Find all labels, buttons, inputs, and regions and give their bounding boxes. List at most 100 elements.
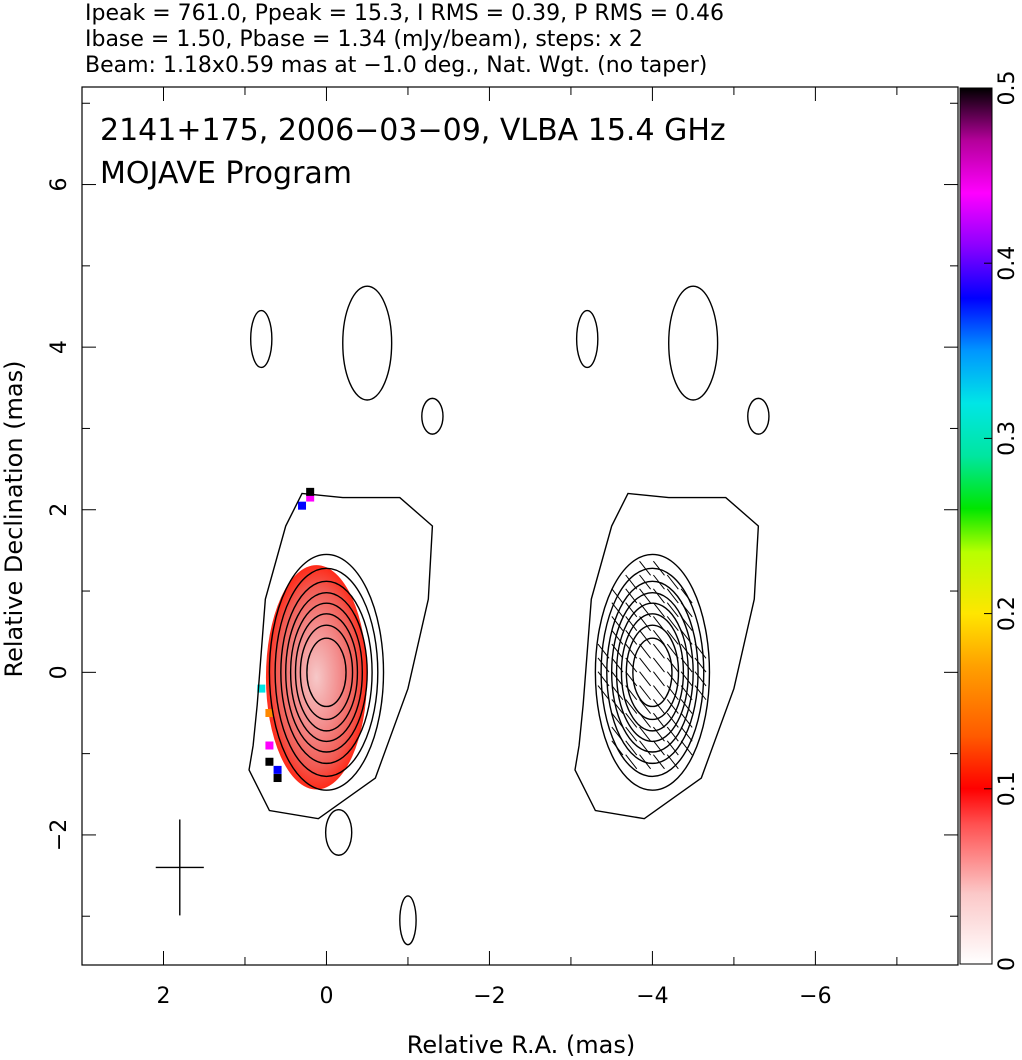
y-tick-label-2: 2	[47, 503, 72, 517]
evpa-tick-59	[653, 560, 665, 576]
evpa-tick-44	[639, 560, 652, 576]
evpa-tick-65	[666, 685, 679, 701]
contour-blob-p1-1	[747, 397, 770, 435]
evpa-tick-75	[680, 726, 693, 742]
evpa-tick-82	[680, 629, 693, 645]
evpa-tick-45	[653, 754, 665, 770]
colorbar-tick-label-5: 0.5	[995, 71, 1020, 106]
contour-p0-5	[280, 580, 373, 765]
evpa-tick-19	[625, 712, 638, 728]
colorbar-tick-label-1: 0.1	[995, 771, 1020, 806]
evpa-tick-16	[625, 754, 638, 770]
evpa-tick-12	[611, 629, 624, 645]
evpa-tick-79	[680, 671, 693, 687]
plot-area	[155, 285, 770, 946]
x-tick-label-4: −6	[799, 984, 831, 1009]
contour-p1-3	[615, 602, 689, 743]
frac-pol-pixel-0	[257, 684, 266, 693]
colorbar-gradient	[959, 87, 993, 965]
evpa-tick-29	[625, 574, 638, 590]
evpa-tick-66	[666, 671, 679, 687]
evpa-tick-9	[611, 671, 624, 687]
frac-pol-pixel-4	[273, 765, 282, 774]
colorbar-tick-label-3: 0.3	[995, 421, 1020, 456]
header-line-3: Beam: 1.18x0.59 mas at −1.0 deg., Nat. W…	[85, 53, 707, 78]
evpa-tick-83	[680, 616, 693, 631]
evpa-tick-41	[639, 602, 652, 618]
contour-p1-5	[606, 580, 699, 765]
evpa-tick-81	[680, 643, 693, 659]
evpa-tick-57	[653, 588, 665, 604]
evpa-tick-24	[625, 643, 638, 659]
evpa-tick-18	[625, 726, 638, 742]
x-tick-label-2: −2	[473, 984, 505, 1009]
evpa-tick-78	[680, 685, 693, 701]
evpa-tick-52	[653, 657, 665, 673]
x-axis-label: Relative R.A. (mas)	[407, 1031, 635, 1059]
contour-p1-2	[620, 613, 685, 732]
evpa-tick-2	[597, 657, 610, 673]
colorbar: 0 0.1 0.2 0.3 0.4 0.5	[959, 71, 1020, 971]
x-tick-label-3: −4	[636, 984, 668, 1009]
axis-tick-labels: 2 0 −2 −4 −6 −2 0 2 4 6	[47, 178, 832, 1009]
evpa-tick-62	[666, 726, 679, 742]
evpa-tick-34	[639, 699, 652, 714]
y-axis-label: Relative Declination (mas)	[0, 360, 28, 677]
evpa-tick-89	[694, 643, 707, 659]
x-tick-label-1: 0	[319, 984, 333, 1009]
evpa-tick-87	[694, 671, 707, 687]
evpa-tick-21	[625, 685, 638, 701]
evpa-tick-7	[611, 699, 624, 714]
frac-pol-pixel-5	[273, 774, 282, 783]
evpa-tick-71	[666, 602, 679, 618]
evpa-tick-27	[625, 602, 638, 618]
plot-frame	[81, 86, 959, 966]
evpa-tick-37	[639, 657, 652, 673]
contour-p1-7	[594, 553, 711, 791]
evpa-tick-26	[625, 616, 638, 631]
evpa-tick-86	[694, 685, 707, 701]
contour-blob-p1-2	[575, 309, 599, 369]
evpa-tick-3	[597, 643, 610, 659]
y-tick-label-0: −2	[47, 819, 72, 851]
evpa-tick-88	[694, 657, 707, 673]
evpa-tick-0	[597, 685, 610, 701]
evpa-tick-13	[611, 616, 624, 631]
frac-pol-pixel-6	[298, 501, 307, 510]
evpa-tick-50	[653, 685, 665, 701]
evpa-tick-84	[680, 602, 693, 618]
y-tick-label-1: 0	[47, 665, 72, 679]
evpa-tick-5	[611, 726, 624, 742]
source-annotation: 2141+175, 2006−03−09, VLBA 15.4 GHz	[100, 113, 726, 148]
evpa-tick-67	[666, 657, 679, 673]
evpa-tick-6	[611, 712, 624, 728]
contour-p1-0	[632, 637, 673, 708]
evpa-tick-72	[666, 588, 679, 604]
evpa-tick-8	[611, 685, 624, 701]
evpa-tick-85	[680, 588, 693, 604]
evpa-tick-56	[653, 602, 665, 618]
evpa-tick-39	[639, 629, 652, 645]
header-line-2: Ibase = 1.50, Pbase = 1.34 (mJy/beam), s…	[85, 27, 643, 52]
evpa-tick-54	[653, 629, 665, 645]
colorbar-tick-label-0: 0	[995, 957, 1020, 971]
y-tick-label-4: 6	[47, 178, 72, 192]
evpa-tick-15	[611, 588, 624, 604]
contour-p1-1	[625, 624, 680, 721]
frac-pol-pixel-3	[265, 757, 274, 766]
contour-p0-4	[285, 591, 368, 753]
evpa-tick-17	[625, 740, 638, 756]
evpa-tick-63	[666, 712, 679, 728]
evpa-tick-40	[639, 616, 652, 631]
evpa-tick-68	[666, 643, 679, 659]
evpa-tick-38	[639, 643, 652, 659]
contour-p0-2	[294, 613, 359, 732]
contour-p0-0	[306, 637, 347, 708]
evpa-tick-14	[611, 602, 624, 618]
evpa-tick-42	[639, 588, 652, 604]
evpa-tick-43	[639, 574, 652, 590]
evpa-tick-32	[639, 726, 652, 742]
colorbar-ticks: 0 0.1 0.2 0.3 0.4 0.5	[984, 71, 1020, 971]
evpa-tick-73	[666, 574, 679, 590]
